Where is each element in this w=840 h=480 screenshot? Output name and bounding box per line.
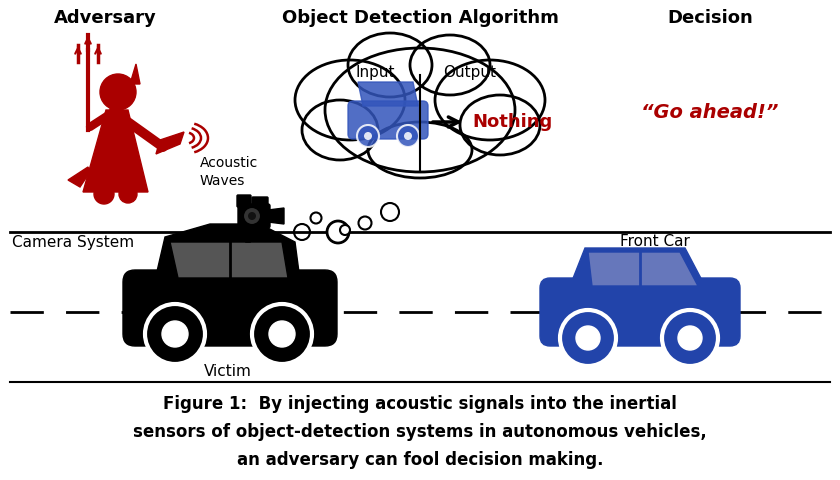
Circle shape (678, 326, 702, 350)
Circle shape (560, 310, 616, 366)
Text: Acoustic
Waves: Acoustic Waves (200, 156, 258, 188)
Circle shape (269, 321, 295, 347)
Polygon shape (130, 64, 140, 84)
Circle shape (397, 125, 419, 147)
Circle shape (252, 304, 312, 364)
Text: Front Car: Front Car (620, 235, 690, 250)
Polygon shape (570, 248, 705, 288)
Circle shape (359, 216, 371, 229)
Polygon shape (588, 252, 698, 286)
FancyBboxPatch shape (237, 195, 251, 207)
Circle shape (340, 225, 350, 235)
Text: “Go ahead!”: “Go ahead!” (641, 103, 779, 121)
Ellipse shape (410, 35, 490, 95)
Polygon shape (68, 167, 90, 187)
Circle shape (662, 310, 718, 366)
Circle shape (364, 132, 372, 140)
Text: Decision: Decision (667, 9, 753, 27)
Text: Object Detection Algorithm: Object Detection Algorithm (281, 9, 559, 27)
Text: Camera System: Camera System (12, 235, 134, 250)
Circle shape (110, 104, 122, 116)
FancyBboxPatch shape (123, 270, 337, 346)
Polygon shape (268, 208, 284, 224)
Text: Nothing: Nothing (472, 113, 552, 131)
Polygon shape (83, 110, 148, 192)
Circle shape (404, 132, 412, 140)
Polygon shape (155, 224, 300, 282)
Circle shape (162, 321, 188, 347)
Polygon shape (170, 242, 288, 278)
Circle shape (94, 184, 114, 204)
Circle shape (248, 212, 256, 220)
Text: Adversary: Adversary (54, 9, 156, 27)
Ellipse shape (460, 95, 540, 155)
Ellipse shape (368, 122, 472, 178)
FancyBboxPatch shape (252, 197, 268, 207)
FancyBboxPatch shape (348, 101, 428, 139)
Circle shape (357, 125, 379, 147)
Polygon shape (156, 132, 184, 154)
Text: Figure 1:  By injecting acoustic signals into the inertial
sensors of object-det: Figure 1: By injecting acoustic signals … (133, 395, 707, 469)
Circle shape (294, 224, 310, 240)
Circle shape (145, 304, 205, 364)
Circle shape (381, 203, 399, 221)
Circle shape (100, 74, 136, 110)
Circle shape (576, 326, 600, 350)
Ellipse shape (348, 33, 432, 97)
Polygon shape (358, 82, 418, 106)
Circle shape (119, 185, 137, 203)
FancyBboxPatch shape (540, 278, 740, 346)
Circle shape (327, 221, 349, 243)
Circle shape (243, 207, 261, 225)
Ellipse shape (435, 60, 545, 140)
Ellipse shape (295, 60, 405, 140)
Text: Output: Output (444, 64, 496, 80)
FancyBboxPatch shape (238, 204, 270, 228)
Text: Victim: Victim (204, 364, 252, 380)
Text: Input: Input (355, 64, 395, 80)
Circle shape (311, 213, 322, 224)
Ellipse shape (325, 48, 515, 172)
Ellipse shape (302, 100, 378, 160)
